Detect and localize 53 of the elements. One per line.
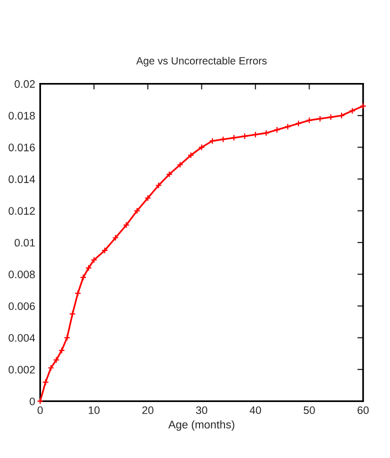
point xyxy=(58,347,66,354)
point xyxy=(80,274,87,281)
point xyxy=(274,126,280,134)
x-tick-label: 0 xyxy=(38,406,43,414)
point xyxy=(112,234,119,242)
point xyxy=(85,264,92,272)
point xyxy=(74,290,82,297)
point xyxy=(155,182,162,189)
point xyxy=(338,112,345,119)
point xyxy=(198,144,205,151)
y-tick-label: 0.02 xyxy=(14,80,35,88)
x-tick-label: 60 xyxy=(358,406,369,414)
point xyxy=(230,134,238,142)
point xyxy=(176,161,184,168)
point xyxy=(316,115,324,122)
y-tick-label: 0.004 xyxy=(8,334,35,342)
point xyxy=(48,364,54,372)
y-tick-label: 0.006 xyxy=(8,302,35,310)
x-axis-title: Age (months) xyxy=(168,420,234,431)
point xyxy=(166,170,173,178)
y-tick-label: 0.018 xyxy=(8,112,35,120)
y-tick-label: 0.016 xyxy=(8,144,35,152)
x-tick-label: 50 xyxy=(304,406,315,414)
y-tick-label: 0.014 xyxy=(8,175,35,184)
point xyxy=(188,152,194,159)
point xyxy=(284,123,292,130)
y-tick-label: 0.01 xyxy=(14,238,35,247)
point xyxy=(252,131,259,138)
point xyxy=(134,207,140,214)
point xyxy=(306,116,313,124)
point xyxy=(52,356,60,364)
x-tick-label: 30 xyxy=(196,406,208,414)
x-tick-label: 20 xyxy=(142,406,154,414)
chart-title: Age vs Uncorrectable Errors xyxy=(136,56,267,67)
x-tick-label: 10 xyxy=(88,406,100,414)
y-tick-label: 0.012 xyxy=(8,207,35,215)
y-tick-label: 0.002 xyxy=(8,366,35,374)
point xyxy=(348,107,356,114)
point xyxy=(220,136,226,143)
y-tick-label: 0.008 xyxy=(8,270,35,278)
point xyxy=(327,114,334,120)
point xyxy=(69,310,76,318)
point xyxy=(209,138,216,144)
point xyxy=(90,256,98,264)
y-tick-label: 0 xyxy=(30,398,35,406)
point xyxy=(144,194,152,202)
point xyxy=(64,334,70,342)
point xyxy=(122,222,130,228)
point xyxy=(101,247,108,254)
x-tick-label: 40 xyxy=(250,406,262,414)
point xyxy=(241,132,248,140)
point xyxy=(42,378,49,386)
point xyxy=(295,120,302,127)
